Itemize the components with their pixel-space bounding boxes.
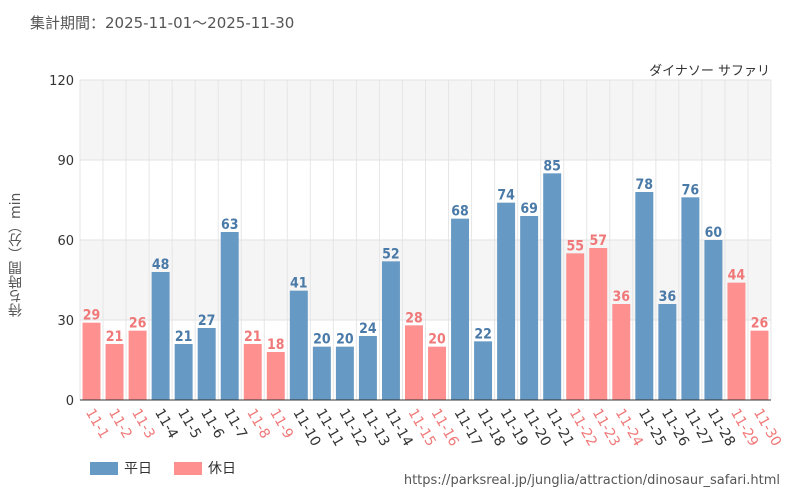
value-label-11-9: 18 <box>267 337 285 353</box>
value-label-11-2: 21 <box>106 329 124 345</box>
bar-11-24 <box>612 304 631 400</box>
period-label: 集計期間：2025-11-01〜2025-11-30 <box>30 14 295 32</box>
value-label-11-5: 21 <box>175 329 193 345</box>
value-label-11-24: 36 <box>613 289 631 305</box>
x-tick-label-11-6: 11-6 <box>197 406 227 442</box>
value-label-11-8: 21 <box>244 329 262 345</box>
value-label-11-23: 57 <box>589 233 607 249</box>
value-label-11-27: 76 <box>682 182 700 198</box>
value-label-11-1: 29 <box>83 308 101 324</box>
bar-11-22 <box>566 253 585 400</box>
x-tick-label-11-1: 11-1 <box>82 406 112 442</box>
bar-11-30 <box>750 330 769 400</box>
value-label-11-13: 24 <box>359 321 377 337</box>
y-tick-label: 0 <box>66 394 74 409</box>
legend: 平日 休日 <box>90 458 258 478</box>
legend-swatch-weekday <box>90 461 118 475</box>
bar-11-28 <box>704 240 723 400</box>
bar-11-6 <box>197 328 216 400</box>
bar-11-17 <box>451 218 470 400</box>
bar-11-23 <box>589 248 608 400</box>
x-tick-label-11-5: 11-5 <box>174 406 204 442</box>
bar-11-18 <box>474 341 493 400</box>
value-label-11-14: 52 <box>382 246 400 262</box>
value-label-11-15: 28 <box>405 310 423 326</box>
bar-11-21 <box>543 173 562 400</box>
bar-11-8 <box>243 344 262 400</box>
value-label-11-22: 55 <box>566 238 584 254</box>
bar-11-1 <box>82 322 101 400</box>
y-axis-ticks: 0 30 60 90 120 <box>49 74 74 409</box>
value-label-11-18: 22 <box>474 326 492 342</box>
bar-11-14 <box>381 261 400 400</box>
legend-item-weekday: 平日 <box>90 458 152 478</box>
legend-swatch-holiday <box>174 461 202 475</box>
value-label-11-11: 20 <box>313 332 331 348</box>
bar-11-12 <box>335 346 354 400</box>
bar-11-4 <box>151 272 170 400</box>
x-tick-label-11-9: 11-9 <box>266 406 296 442</box>
chart-title: ダイナソー サファリ <box>649 64 770 79</box>
grid-lines <box>79 79 772 400</box>
value-label-11-3: 26 <box>129 316 147 332</box>
x-tick-label-11-8: 11-8 <box>243 406 273 442</box>
y-tick-label: 120 <box>49 74 74 89</box>
bar-11-27 <box>681 197 700 400</box>
x-tick-label-11-7: 11-7 <box>220 406 250 442</box>
y-tick-label: 60 <box>57 234 74 249</box>
bar-11-29 <box>727 282 746 400</box>
value-label-11-10: 41 <box>290 276 308 292</box>
value-labels: 29 21 26 48 21 27 63 21 18 41 20 20 24 52 28 20 68 22 74 69… <box>83 158 769 353</box>
bar-11-7 <box>220 232 239 400</box>
value-label-11-4: 48 <box>152 257 170 273</box>
y-tick-label: 30 <box>57 314 74 329</box>
source-url: https://parksreal.jp/junglia/attraction/… <box>403 473 780 488</box>
bar-11-10 <box>289 290 308 400</box>
x-tick-label-11-4: 11-4 <box>151 406 181 442</box>
value-label-11-6: 27 <box>198 313 216 329</box>
bar-11-16 <box>428 346 446 400</box>
value-label-11-26: 36 <box>659 289 677 305</box>
value-label-11-30: 26 <box>751 316 769 332</box>
bar-11-5 <box>174 344 193 400</box>
x-tick-label-11-2: 11-2 <box>105 406 135 442</box>
value-label-11-7: 63 <box>221 217 239 233</box>
bar-11-25 <box>635 192 654 400</box>
x-tick-label-11-3: 11-3 <box>128 406 158 442</box>
bar-11-2 <box>105 344 124 400</box>
value-label-11-17: 68 <box>451 204 469 220</box>
bar-11-3 <box>128 330 147 400</box>
value-label-11-20: 69 <box>520 201 538 217</box>
bar-11-15 <box>405 325 423 400</box>
value-label-11-19: 74 <box>497 188 515 204</box>
value-label-11-12: 20 <box>336 332 354 348</box>
value-label-11-21: 85 <box>543 158 561 174</box>
legend-item-holiday: 休日 <box>174 458 236 478</box>
legend-label-holiday: 休日 <box>208 461 236 477</box>
bar-11-13 <box>358 336 377 400</box>
bar-11-11 <box>312 346 331 400</box>
x-axis-labels: 11-111-211-311-411-511-611-711-811-911-1… <box>82 406 784 449</box>
value-label-11-16: 20 <box>428 332 446 348</box>
value-label-11-25: 78 <box>636 177 654 193</box>
bars <box>82 173 769 400</box>
bar-11-20 <box>520 216 539 400</box>
bar-11-19 <box>497 202 516 400</box>
value-label-11-28: 60 <box>705 225 723 241</box>
y-tick-label: 90 <box>57 154 74 169</box>
bar-11-26 <box>658 304 677 400</box>
bar-11-9 <box>266 352 285 400</box>
value-label-11-29: 44 <box>728 268 746 284</box>
legend-label-weekday: 平日 <box>124 461 152 477</box>
